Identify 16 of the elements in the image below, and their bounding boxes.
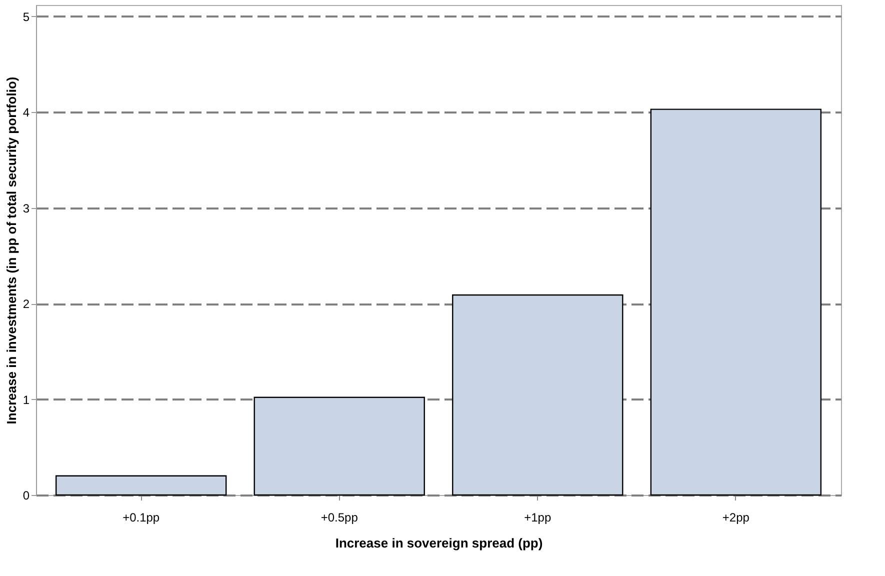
y-tick-label: 3 <box>22 201 30 216</box>
y-tick-label: 0 <box>22 488 30 502</box>
y-tick-label: 2 <box>22 297 30 312</box>
y-tick-label: 4 <box>22 106 30 120</box>
bar <box>452 294 624 496</box>
x-tick-label: +2pp <box>722 510 750 524</box>
x-tick-label: +0.5pp <box>320 510 358 524</box>
bar <box>55 475 227 496</box>
y-tick-label: 5 <box>22 10 30 24</box>
y-axis-title: Increase in investments (in pp of total security portfolio) <box>4 76 19 424</box>
bar <box>650 108 822 496</box>
x-tick-label: +0.1pp <box>122 510 160 524</box>
bar <box>254 396 425 496</box>
x-axis-title: Increase in sovereign spread (pp) <box>335 536 543 550</box>
y-tick-label: 1 <box>22 392 30 407</box>
x-tick-label: +1pp <box>524 510 552 524</box>
